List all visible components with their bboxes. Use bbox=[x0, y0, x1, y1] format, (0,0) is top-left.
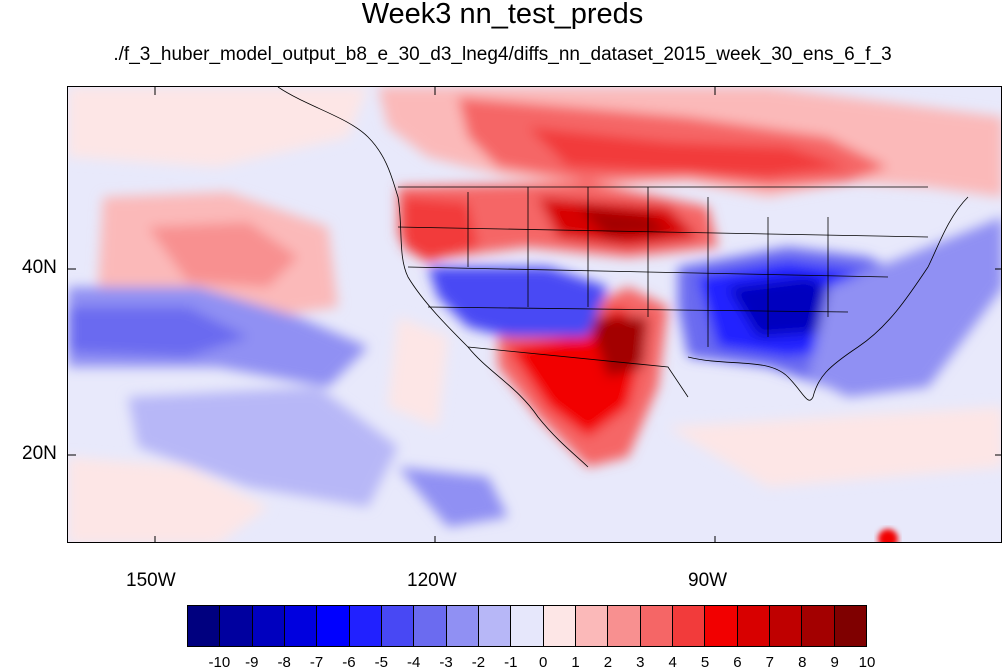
coastline-layer bbox=[277, 87, 969, 468]
x-tick-label-150w: 150W bbox=[126, 570, 176, 591]
colorbar-label: -4 bbox=[406, 654, 421, 671]
colorbar-swatch bbox=[381, 606, 415, 646]
colorbar-label: -1 bbox=[504, 654, 518, 671]
colorbar-swatch bbox=[608, 606, 641, 646]
colorbar-label: 10 bbox=[858, 654, 876, 671]
colorbar-label: -10 bbox=[208, 654, 231, 671]
x-tick-label-120w: 120W bbox=[407, 570, 457, 591]
colorbar-swatch bbox=[220, 606, 253, 646]
colorbar-swatch bbox=[349, 606, 382, 646]
axis-ticks bbox=[68, 87, 1001, 542]
y-tick-label-20n: 20N bbox=[22, 443, 57, 464]
colorbar-swatch bbox=[511, 606, 544, 646]
colorbar-label: -3 bbox=[439, 654, 453, 671]
colorbar-label: 5 bbox=[700, 654, 710, 671]
colorbar-swatch bbox=[769, 606, 803, 646]
colorbar-swatch bbox=[284, 606, 318, 646]
x-tick-label-90w: 90W bbox=[688, 570, 728, 591]
colorbar-label: -5 bbox=[374, 654, 388, 671]
colorbar-label: 3 bbox=[636, 654, 645, 671]
colorbar-label: 2 bbox=[603, 654, 613, 671]
colorbar-label: 0 bbox=[539, 654, 548, 671]
colorbar-label: 7 bbox=[765, 654, 775, 671]
colorbar-swatch bbox=[834, 606, 866, 646]
colorbar-label: 6 bbox=[733, 654, 742, 671]
colorbar-swatch bbox=[737, 606, 770, 646]
colorbar-label: 1 bbox=[571, 654, 580, 671]
colorbar-swatch bbox=[672, 606, 706, 646]
colorbar-label: -9 bbox=[245, 654, 259, 671]
colorbar-label: 8 bbox=[798, 654, 807, 671]
colorbar-swatch bbox=[317, 606, 350, 646]
colorbar-swatch bbox=[478, 606, 512, 646]
colorbar-swatch bbox=[705, 606, 738, 646]
y-tick-label-40n: 40N bbox=[22, 257, 57, 278]
colorbar-label: -8 bbox=[277, 654, 291, 671]
colorbar-swatch bbox=[640, 606, 673, 646]
colorbar-label: -6 bbox=[342, 654, 356, 671]
colorbar-swatch bbox=[446, 606, 479, 646]
colorbar-label: -7 bbox=[309, 654, 324, 671]
anomaly-field bbox=[68, 87, 1001, 542]
colorbar-label: 4 bbox=[668, 654, 677, 671]
colorbar-swatch bbox=[188, 606, 221, 646]
colorbar-swatch bbox=[414, 606, 447, 646]
colorbar bbox=[187, 605, 867, 647]
colorbar-label: 9 bbox=[830, 654, 839, 671]
map-subtitle: ./f_3_huber_model_output_b8_e_30_d3_lneg… bbox=[113, 44, 892, 65]
colorbar-swatch bbox=[802, 606, 835, 646]
colorbar-label: -2 bbox=[471, 654, 486, 671]
colorbar-swatch bbox=[543, 606, 576, 646]
shading-layer bbox=[68, 87, 1001, 542]
colorbar-swatch bbox=[575, 606, 609, 646]
map-panel bbox=[67, 86, 1002, 543]
colorbar-swatch bbox=[252, 606, 285, 646]
map-title: Week3 nn_test_preds bbox=[361, 0, 644, 30]
